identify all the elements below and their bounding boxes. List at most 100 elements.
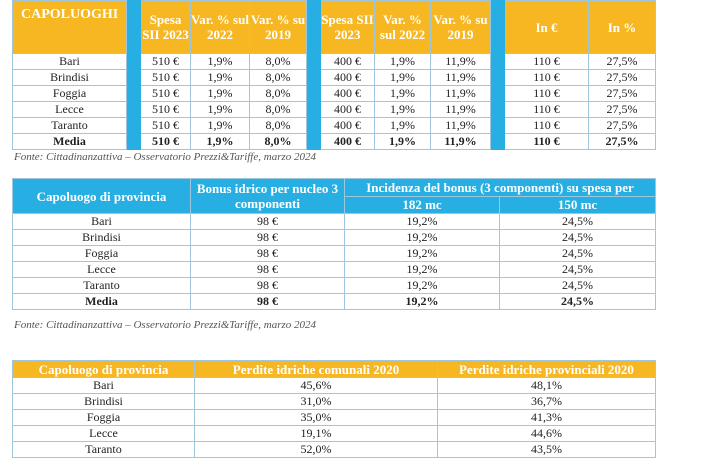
cell: 110 € (504, 69, 589, 86)
row-label: Foggia (12, 409, 195, 426)
table-row: Brindisi 510 €1,9% 8,0% 400 €1,9% 11,9% 110 €… (12, 69, 656, 86)
table-row: Taranto 52,0% 43,5% (12, 441, 656, 458)
col-var-2019: Var. % su 2019 (249, 0, 307, 54)
cell: 400 € (320, 101, 375, 118)
separator (306, 69, 321, 86)
col-capoluoghi: CAPOLUOGHI (12, 0, 127, 54)
col-capoluogo: Capoluogo di provincia (12, 178, 191, 214)
cell: 510 € (140, 117, 191, 134)
table2-source: Fonte: Cittadinanzattiva – Osservatorio … (14, 319, 317, 331)
separator (490, 117, 505, 134)
cell: 400 € (320, 133, 375, 150)
cell: 24,5% (499, 293, 656, 310)
col-incidenza: Incidenza del bonus (3 componenti) su sp… (344, 178, 656, 197)
col-provinciali: Perdite idriche provinciali 2020 (437, 360, 656, 378)
table-row: Foggia 35,0% 41,3% (12, 409, 656, 426)
row-label: Bari (12, 213, 191, 230)
cell: 19,2% (344, 213, 500, 230)
cell: 19,1% (194, 425, 438, 442)
cell: 24,5% (499, 261, 656, 278)
cell: 27,5% (588, 53, 656, 70)
table-row: Media 98 €19,2% 24,5% (12, 293, 656, 310)
cell: 19,2% (344, 277, 500, 294)
cell: 24,5% (499, 213, 656, 230)
cell: 11,9% (430, 85, 491, 102)
separator (490, 0, 505, 54)
table-row: Lecce 98 €19,2% 24,5% (12, 261, 656, 278)
cell: 44,6% (437, 425, 656, 442)
cell: 35,0% (194, 409, 438, 426)
cell: 98 € (190, 293, 345, 310)
cell: 8,0% (249, 101, 307, 118)
cell: 27,5% (588, 133, 656, 150)
cell: 98 € (190, 229, 345, 246)
table-subheader-row: 182 mc 150 mc (13, 195, 656, 214)
row-label: Lecce (12, 261, 191, 278)
cell: 510 € (140, 101, 191, 118)
bonus-table: Capoluogo di provincia Bonus idrico per … (12, 178, 656, 310)
cell: 1,9% (374, 101, 431, 118)
separator (126, 69, 141, 86)
cell: 510 € (140, 69, 191, 86)
separator (126, 85, 141, 102)
cell: 400 € (320, 69, 375, 86)
cell: 24,5% (499, 229, 656, 246)
cell: 27,5% (588, 101, 656, 118)
cell: 1,9% (374, 85, 431, 102)
cell: 1,9% (190, 117, 250, 134)
col-spesa-2023: Spesa SII 2023 (140, 0, 191, 54)
cell: 400 € (320, 85, 375, 102)
separator (126, 101, 141, 118)
cell: 24,5% (499, 245, 656, 262)
table1-source: Fonte: Cittadinanzattiva – Osservatorio … (14, 151, 317, 163)
table-row: Lecce 19,1% 44,6% (12, 425, 656, 442)
row-label: Brindisi (12, 229, 191, 246)
separator (490, 101, 505, 118)
cell: 1,9% (374, 69, 431, 86)
table-row: Taranto 510 €1,9% 8,0% 400 €1,9% 11,9% 110 €2… (12, 117, 656, 134)
cell: 11,9% (430, 133, 491, 150)
separator (126, 133, 141, 150)
cell: 11,9% (430, 117, 491, 134)
cell: 8,0% (249, 133, 307, 150)
table-row: Bari 98 €19,2% 24,5% (12, 213, 656, 230)
cell: 48,1% (437, 377, 656, 394)
cell: 24,5% (499, 277, 656, 294)
cell: 36,7% (437, 393, 656, 410)
cell: 110 € (504, 133, 589, 150)
cell: 27,5% (588, 117, 656, 134)
cell: 1,9% (190, 101, 250, 118)
cell: 52,0% (194, 441, 438, 458)
table-header-row: CAPOLUOGHI Spesa SII 2023 Var. % sul 202… (12, 0, 656, 54)
cell: 1,9% (374, 117, 431, 134)
separator (490, 69, 505, 86)
col-spesa-2023-b: Spesa SII 2023 (320, 0, 375, 54)
cell: 1,9% (374, 133, 431, 150)
col-var-2022-b: Var. % sul 2022 (374, 0, 431, 54)
separator (126, 53, 141, 70)
row-label: Brindisi (12, 69, 127, 86)
separator (306, 101, 321, 118)
cell: 19,2% (344, 245, 500, 262)
table-row: Media 510 €1,9% 8,0% 400 €1,9% 11,9% 110 €27,… (12, 133, 656, 150)
row-label: Bari (12, 53, 127, 70)
cell: 1,9% (190, 53, 250, 70)
cell: 1,9% (190, 69, 250, 86)
cell: 98 € (190, 245, 345, 262)
cell: 98 € (190, 261, 345, 278)
cell: 110 € (504, 53, 589, 70)
col-var-2022: Var. % sul 2022 (190, 0, 250, 54)
table-row: Brindisi 98 €19,2% 24,5% (12, 229, 656, 246)
table-row: Bari 510 €1,9% 8,0% 400 €1,9% 11,9% 110 €27,5… (12, 53, 656, 70)
cell: 8,0% (249, 85, 307, 102)
col-150mc: 150 mc (499, 195, 656, 214)
cell: 19,2% (344, 293, 500, 310)
row-label: Lecce (12, 101, 127, 118)
row-label: Bari (12, 377, 195, 394)
separator (306, 133, 321, 150)
cell: 41,3% (437, 409, 656, 426)
cell: 19,2% (344, 229, 500, 246)
table-row: Brindisi 31,0% 36,7% (12, 393, 656, 410)
cell: 27,5% (588, 69, 656, 86)
col-capoluogo: Capoluogo di provincia (12, 360, 195, 378)
